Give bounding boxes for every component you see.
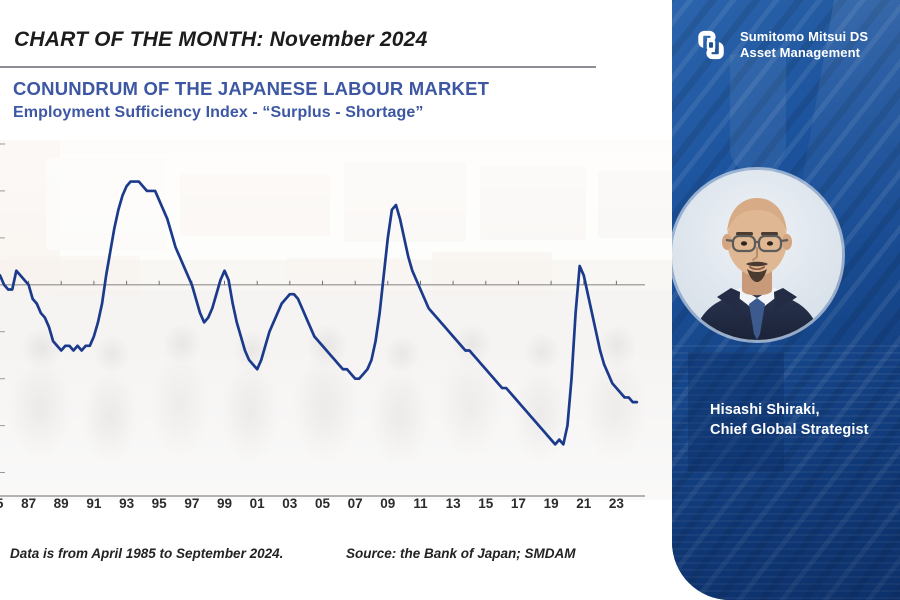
x-tick-label: 89 xyxy=(53,496,69,511)
x-tick-label: 01 xyxy=(249,496,265,511)
x-tick-label: 97 xyxy=(184,496,200,511)
x-tick-label: 85 xyxy=(0,496,3,511)
x-tick-label: 19 xyxy=(543,496,559,511)
x-tick-label: 99 xyxy=(216,496,233,511)
x-tick-label: 07 xyxy=(347,496,363,511)
person-name: Hisashi Shiraki, xyxy=(710,402,820,418)
x-tick-label: 95 xyxy=(151,496,167,511)
x-tick-label: 03 xyxy=(282,496,298,511)
person-title: Chief Global Strategist xyxy=(710,422,869,438)
chart-svg xyxy=(0,143,645,497)
page-kicker: CHART OF THE MONTH: November 2024 xyxy=(14,28,428,51)
source-note: Source: the Bank of Japan; SMDAM xyxy=(346,546,576,561)
x-tick-label: 23 xyxy=(608,496,624,511)
chart-panel: 85 87 89 91 93 95 97 99 01 03 05 07 09 11 13 15 17 19 21 23… xyxy=(0,28,680,561)
line-chart xyxy=(0,140,680,500)
data-range-note: Data is from April 1985 to September 202… xyxy=(10,546,284,561)
x-tick-label: 05 xyxy=(314,496,331,511)
x-tick-label: 11 xyxy=(413,496,428,511)
background-photo-shibuya-crowd xyxy=(0,140,680,500)
x-axis-tick-labels: 85 87 89 91 93 95 97 99 01 03 05 07 09 11 13 15 17 19 21 23 xyxy=(0,496,680,518)
brand-logo-line1: Sumitomo Mitsui DS xyxy=(740,29,869,45)
brand-logo-line2: Asset Management xyxy=(740,45,861,60)
page-title: CONUNDRUM OF THE JAPANESE LABOUR MARKET xyxy=(13,78,490,99)
header-divider xyxy=(0,66,596,68)
avatar xyxy=(672,170,842,340)
x-tick-label: 87 xyxy=(21,496,37,511)
y-axis-ticks xyxy=(0,143,5,473)
sumitomo-mitsui-ds-logo-icon xyxy=(694,28,728,62)
brand-panel: Sumitomo Mitsui DS Asset Management xyxy=(672,0,900,600)
x-tick-label: 13 xyxy=(445,496,461,511)
data-series-line xyxy=(0,180,639,446)
brand-logo-text: Sumitomo Mitsui DS Asset Management xyxy=(740,29,868,61)
page-subtitle: Employment Sufficiency Index - “Surplus … xyxy=(13,104,424,121)
x-tick-label: 15 xyxy=(478,496,494,511)
zero-axis-line xyxy=(0,280,645,286)
person-caption: Hisashi Shiraki, Chief Global Strategist xyxy=(710,400,896,440)
brand-logo: Sumitomo Mitsui DS Asset Management xyxy=(694,22,884,68)
x-tick-label: 21 xyxy=(576,496,592,511)
x-tick-label: 93 xyxy=(119,496,135,511)
x-tick-label: 09 xyxy=(380,496,396,511)
x-tick-label: 91 xyxy=(86,496,102,511)
x-tick-label: 17 xyxy=(510,496,526,511)
